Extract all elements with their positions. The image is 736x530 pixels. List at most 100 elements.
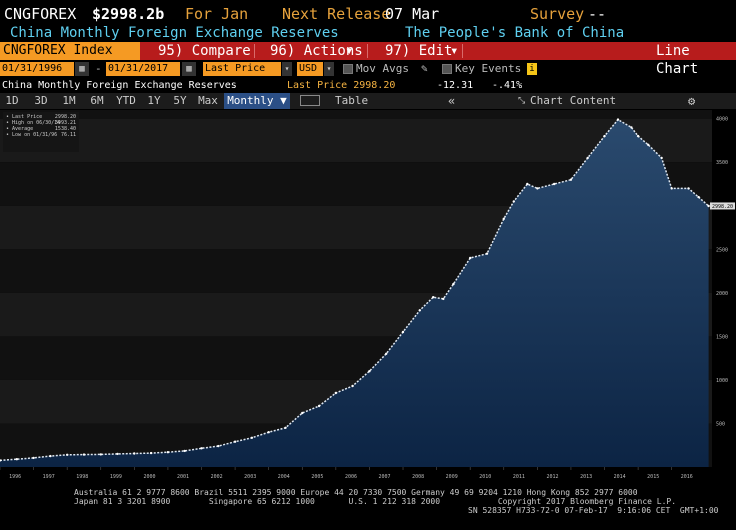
pencil-icon[interactable]: ✎: [421, 62, 428, 75]
x-tick-label: 1998: [76, 474, 88, 480]
x-tick-label: 2014: [614, 474, 626, 480]
chevron-down-icon: ▼: [280, 94, 287, 107]
data-point: [250, 436, 254, 439]
y-tick-label: 1500: [716, 334, 728, 340]
ticker-label: CNGFOREX: [4, 5, 77, 23]
start-date-field[interactable]: 01/31/1996: [0, 62, 74, 76]
footer-copyright: Japan 81 3 3201 8900 Singapore 65 6212 1…: [74, 497, 677, 506]
chart-content-button[interactable]: Chart Content: [530, 94, 617, 107]
security-description: China Monthly Foreign Exchange Reserves: [10, 25, 339, 41]
next-release-date: 07 Mar: [385, 5, 440, 23]
compare-button[interactable]: 95) Compare: [158, 43, 251, 59]
data-point: [133, 452, 136, 455]
data-point: [636, 134, 640, 138]
x-tick-label: 2012: [546, 474, 558, 480]
data-point: [15, 458, 18, 461]
period-tab-1d[interactable]: 1D: [5, 94, 19, 107]
period-tab-6m[interactable]: 6M: [90, 94, 104, 107]
edit-button[interactable]: 97) Edit: [385, 43, 453, 59]
data-point: [116, 452, 119, 456]
period-tab-3d[interactable]: 3D: [34, 94, 48, 107]
frequency-select[interactable]: Monthly ▼: [224, 93, 290, 109]
x-tick-label: 2005: [311, 474, 323, 480]
x-tick-label: 2013: [580, 474, 592, 480]
data-point: [569, 178, 573, 181]
x-tick-label: 2010: [479, 474, 491, 480]
data-point: [385, 352, 388, 355]
legend-item: • High on 06/30/14 3993.21: [6, 120, 78, 126]
data-point: [502, 217, 505, 220]
end-date-field[interactable]: 01/31/2017: [106, 62, 180, 76]
data-point: [183, 449, 186, 453]
net-change: -12.31: [437, 80, 474, 91]
collapse-icon[interactable]: ⤡: [518, 96, 526, 106]
data-point: [485, 252, 489, 255]
data-point: [267, 431, 270, 434]
data-point: [526, 182, 529, 186]
legend-marker-icon: •: [6, 132, 13, 138]
grid-band: [0, 110, 712, 119]
frequency-label: Monthly: [227, 94, 274, 107]
last-price-text: Last Price 2998.20: [287, 80, 396, 91]
period-tab-ytd[interactable]: YTD: [116, 94, 136, 107]
chevron-down-icon[interactable]: ▾: [282, 62, 292, 76]
data-point: [66, 453, 69, 456]
chart-title: China Monthly Foreign Exchange Reserves: [2, 80, 237, 91]
legend-label: High on 06/30/14: [12, 120, 61, 126]
currency-select[interactable]: USD: [297, 62, 323, 76]
mov-avgs-checkbox[interactable]: [343, 64, 353, 74]
x-tick-label: 2000: [143, 474, 155, 480]
actions-dropdown-icon[interactable]: ▾: [345, 43, 354, 59]
data-point: [432, 296, 435, 299]
pct-change: -.41%: [492, 80, 523, 91]
chart-toggle-icon[interactable]: [300, 95, 320, 106]
period-tab-max[interactable]: Max: [198, 94, 218, 107]
period-tab-1m[interactable]: 1M: [62, 94, 76, 107]
calendar-icon[interactable]: ▦: [75, 62, 89, 76]
data-point: [603, 134, 606, 138]
field-select[interactable]: Last Price: [203, 62, 281, 76]
edit-dropdown-icon[interactable]: ▾: [450, 43, 459, 59]
data-point: [707, 204, 710, 208]
table-button[interactable]: Table: [335, 94, 369, 107]
y-tick-label: 4000: [716, 117, 728, 123]
period-tab-1y[interactable]: 1Y: [147, 94, 161, 107]
data-point: [49, 454, 52, 458]
data-point: [687, 187, 690, 190]
legend-marker-icon: •: [6, 126, 13, 132]
data-point: [334, 391, 337, 395]
legend-label: Low on 01/31/96: [12, 132, 58, 138]
last-value-marker: [710, 202, 735, 210]
legend-value: 1538.40: [54, 126, 76, 132]
legend-label: Last Price: [12, 114, 43, 120]
x-tick-label: 2015: [647, 474, 659, 480]
data-point: [512, 200, 515, 203]
data-point: [670, 187, 673, 190]
x-tick-label: 2002: [211, 474, 223, 480]
x-tick-label: 2001: [177, 474, 189, 480]
footer-session: SN 528357 H733-72-0 07-Feb-17 9:16:06 CE…: [468, 506, 719, 515]
toolbar: [0, 42, 736, 60]
data-point: [536, 187, 539, 190]
data-point: [82, 453, 86, 456]
data-point: [166, 451, 170, 454]
data-point: [0, 459, 2, 462]
survey-value: --: [588, 5, 607, 23]
series-line: [0, 118, 710, 462]
collapse-left-icon[interactable]: «: [448, 94, 456, 108]
gear-icon[interactable]: ⚙: [688, 94, 696, 108]
chevron-down-icon[interactable]: ▾: [324, 62, 334, 76]
y-tick-label: 2000: [716, 291, 728, 297]
info-icon[interactable]: i: [527, 63, 537, 75]
data-point: [469, 256, 472, 260]
actions-button[interactable]: 96) Actions: [270, 43, 363, 59]
index-label[interactable]: CNGFOREX Index: [0, 42, 140, 60]
period-tab-bar: [0, 93, 736, 109]
key-events-checkbox[interactable]: [442, 64, 452, 74]
last-value: $2998.2b: [92, 5, 165, 23]
period-tab-5y[interactable]: 5Y: [173, 94, 187, 107]
calendar-icon[interactable]: ▦: [182, 62, 196, 76]
legend-item: • Average 1538.40: [6, 126, 78, 132]
legend-value: 76.11: [60, 132, 76, 138]
legend: • Last Price 2998.20 • High on 06/30/14 399…: [3, 112, 79, 152]
